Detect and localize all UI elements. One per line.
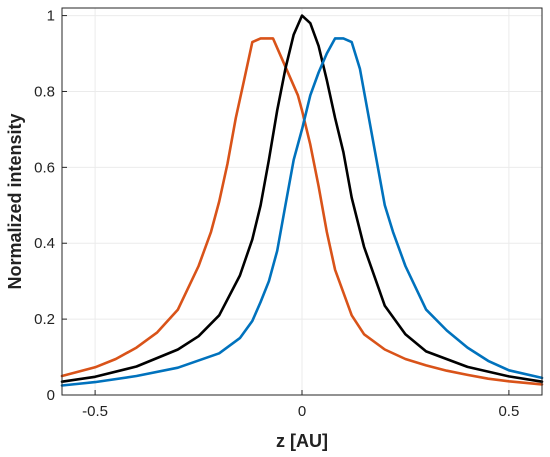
y-axis-label: Normalized intensity [5,113,25,289]
x-tick-label: 0 [298,403,306,420]
x-tick-label: 0.5 [498,403,519,420]
y-tick-label: 0.6 [34,159,55,176]
y-tick-label: 0 [47,387,55,404]
ticks: -0.5 0 0.5 0 0.2 0.4 0.6 0.8 1 [34,8,519,420]
series-line-blue [60,37,544,387]
series-line-orange [60,37,544,386]
x-axis-label: z [AU] [276,431,328,451]
y-tick-label: 0.4 [34,235,55,252]
x-tick-label: -0.5 [82,403,108,420]
y-tick-label: 0.2 [34,311,55,328]
y-tick-label: 0.8 [34,83,55,100]
y-tick-label: 1 [47,8,55,25]
series-line-black [60,14,544,383]
series-layer [60,14,544,387]
